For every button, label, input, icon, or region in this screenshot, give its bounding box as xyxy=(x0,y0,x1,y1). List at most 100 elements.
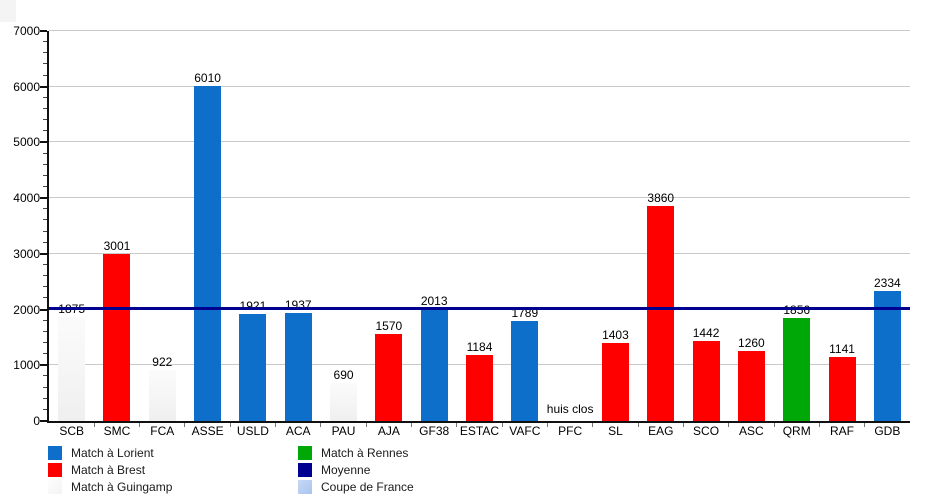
y-minor-tick-3600 xyxy=(43,219,47,221)
x-category-label-aca: ACA xyxy=(285,424,311,438)
bar-raf xyxy=(828,357,856,421)
bar-value-gdb: 2334 xyxy=(873,275,901,290)
bar-value-asc: 1260 xyxy=(738,335,765,350)
bar-aca xyxy=(284,313,312,421)
x-category-label-gf38: GF38 xyxy=(419,424,450,438)
legend-label-green: Match à Rennes xyxy=(321,446,409,460)
x-boundary-tick-4 xyxy=(229,423,231,427)
legend-swatch-navy xyxy=(298,463,312,477)
x-boundary-tick-15 xyxy=(728,423,730,427)
y-tick-label-6000: 6000 xyxy=(13,79,40,94)
x-category-label-qrm: QRM xyxy=(782,424,811,438)
bar-scb xyxy=(58,316,86,421)
bar-vafc xyxy=(511,321,539,421)
legend-label-white: Match à Guingamp xyxy=(71,480,173,494)
x-category-label-pau: PAU xyxy=(331,424,356,438)
x-category-label-pfc: PFC xyxy=(558,424,583,438)
legend-swatch-green xyxy=(298,446,312,460)
bar-pau xyxy=(330,382,358,421)
bar-value-aja: 1570 xyxy=(375,318,403,333)
y-tick-label-5000: 5000 xyxy=(13,135,40,150)
y-minor-tick-5800 xyxy=(43,96,47,98)
x-boundary-tick-16 xyxy=(773,423,775,427)
legend-label-red: Match à Brest xyxy=(71,463,146,477)
x-boundary-tick-3 xyxy=(184,423,186,427)
x-category-label-gdb: GDB xyxy=(874,424,901,438)
x-boundary-tick-10 xyxy=(501,423,503,427)
y-minor-tick-2600 xyxy=(43,275,47,277)
y-tick-label-1000: 1000 xyxy=(13,358,40,373)
y-axis-line xyxy=(47,31,49,423)
x-category-label-raf: RAF xyxy=(830,424,855,438)
y-minor-tick-1200 xyxy=(43,353,47,355)
gridline-5000 xyxy=(49,141,910,143)
x-category-label-aja: AJA xyxy=(377,424,400,438)
bar-gf38 xyxy=(420,308,448,421)
gridline-4000 xyxy=(49,197,910,199)
y-tick-label-3000: 3000 xyxy=(13,246,40,261)
bar-value-raf: 1141 xyxy=(829,342,855,357)
y-minor-tick-2800 xyxy=(43,264,47,265)
x-boundary-tick-1 xyxy=(93,423,95,427)
y-minor-tick-800 xyxy=(43,375,47,377)
bar-sco xyxy=(692,340,720,421)
bar-smc xyxy=(103,253,131,421)
x-category-label-smc: SMC xyxy=(103,424,131,438)
x-category-label-sl: SL xyxy=(608,424,623,438)
average-line xyxy=(49,306,910,310)
corner-artifact xyxy=(0,0,16,22)
y-minor-tick-1600 xyxy=(43,330,47,332)
y-tick-label-2000: 2000 xyxy=(13,302,40,317)
y-major-tick-1000 xyxy=(40,364,47,367)
y-major-tick-6000 xyxy=(40,85,47,88)
y-minor-tick-6800 xyxy=(43,41,47,43)
legend-label-blue: Match à Lorient xyxy=(71,446,154,460)
legend-swatch-lightblue xyxy=(298,480,312,494)
y-minor-tick-6600 xyxy=(43,52,47,54)
y-axis-labels: 0 1000 2000 3000 4000 5000 6000 7000 xyxy=(0,24,40,428)
y-minor-tick-4800 xyxy=(43,152,47,154)
no-match-note-pfc: huis clos xyxy=(546,402,594,416)
x-axis-line xyxy=(47,421,910,423)
bar-asse xyxy=(194,86,222,421)
bar-value-smc: 3001 xyxy=(103,238,131,253)
legend-swatch-red xyxy=(48,463,62,477)
y-minor-tick-1800 xyxy=(43,319,47,321)
gridline-6000 xyxy=(49,85,910,87)
bar-value-gf38: 2013 xyxy=(420,293,448,308)
x-boundary-tick-13 xyxy=(637,423,639,427)
y-major-tick-0 xyxy=(40,420,47,422)
bar-usld xyxy=(239,313,267,421)
bar-aja xyxy=(375,333,403,421)
bar-value-pau: 690 xyxy=(333,367,354,382)
gridline-3000 xyxy=(49,252,910,254)
bar-value-eag: 3860 xyxy=(647,190,675,205)
x-category-label-usld: USLD xyxy=(236,424,269,438)
x-boundary-tick-5 xyxy=(275,423,277,427)
y-minor-tick-4200 xyxy=(43,186,47,187)
y-major-tick-2000 xyxy=(40,308,47,311)
bar-value-sco: 1442 xyxy=(692,325,720,340)
x-category-label-fca: FCA xyxy=(150,424,175,438)
y-minor-tick-3200 xyxy=(43,241,47,243)
y-minor-tick-5600 xyxy=(43,108,47,109)
x-boundary-tick-6 xyxy=(320,423,322,427)
x-boundary-tick-11 xyxy=(546,423,548,427)
y-tick-label-0: 0 xyxy=(33,414,40,428)
bar-value-fca: 922 xyxy=(152,354,173,369)
y-minor-tick-2400 xyxy=(43,286,47,288)
y-minor-tick-4400 xyxy=(43,174,47,176)
y-minor-tick-4600 xyxy=(43,163,47,165)
y-minor-tick-1400 xyxy=(43,342,47,343)
legend-swatch-white xyxy=(48,480,62,494)
legend-swatch-blue xyxy=(48,446,62,460)
bar-value-estac: 1184 xyxy=(466,340,493,355)
y-minor-tick-3400 xyxy=(43,230,47,232)
gridline-7000 xyxy=(49,30,910,31)
y-minor-tick-5400 xyxy=(43,119,47,121)
bar-qrm xyxy=(783,317,811,421)
x-boundary-tick-7 xyxy=(365,423,367,427)
y-minor-tick-600 xyxy=(43,386,47,388)
y-tick-label-7000: 7000 xyxy=(13,24,40,38)
